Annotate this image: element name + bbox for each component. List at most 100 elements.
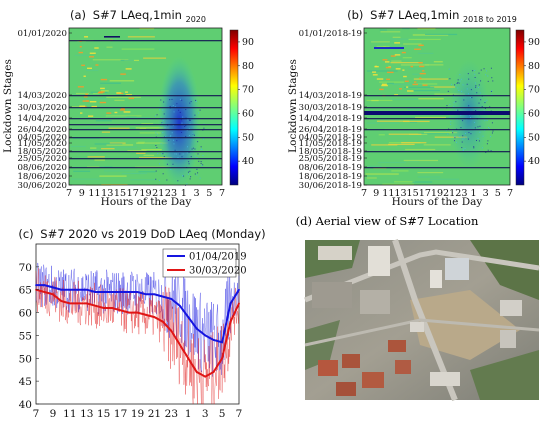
- y-tick-label: 70: [19, 262, 32, 274]
- heatmap-b-colorbar: [515, 29, 525, 186]
- series-point: [85, 302, 88, 305]
- y-tick-label: 65: [19, 285, 32, 297]
- x-tick-label: 21: [443, 188, 455, 199]
- y-tick-label: 01/01/2020: [17, 29, 67, 39]
- series-point: [35, 284, 37, 287]
- x-tick-label: 13: [394, 188, 406, 199]
- series-point: [77, 302, 80, 305]
- aerial-photo: [304, 239, 540, 402]
- y-tick-label: 04/05/2020: [17, 133, 67, 143]
- heatmap-a-title-sub: 2020: [186, 15, 206, 24]
- y-tick-label: 14/04/2018-19: [299, 114, 362, 124]
- series-point: [68, 302, 71, 305]
- colorbar-tick-label: 70: [528, 85, 540, 96]
- y-tick-label: 11/05/2018-19: [299, 139, 362, 149]
- x-tick-label: 11: [382, 188, 394, 199]
- heatmap-a-y-ticks: 01/01/2020 14/03/2020 30/03/202014/04/2020…: [17, 29, 72, 191]
- y-tick-label: 30/03/2018-19: [299, 103, 362, 113]
- series-point: [52, 286, 54, 289]
- series-point: [178, 304, 181, 307]
- x-tick-label: 19: [431, 188, 443, 199]
- series-point: [85, 288, 88, 291]
- series-point: [128, 311, 130, 314]
- y-tick-label: 14/03/2018-19: [299, 91, 362, 101]
- colorbar-tick-label: 80: [528, 61, 540, 72]
- heatmap-a-x-ticks: 7 9 11 13 15 17 19 21 23 1 3 5 7: [66, 188, 225, 199]
- line-chart-c-title: (c) S#7 2020 vs 2019 DoD LAeq (Monday): [18, 227, 265, 241]
- x-tick-label: 7: [219, 188, 225, 199]
- x-tick-label: 1: [181, 188, 187, 199]
- heatmap-a-title-main: S#7 LAeq,1min: [93, 8, 182, 22]
- heatmap-b-border: [363, 27, 511, 186]
- x-tick-label: 21: [148, 408, 161, 420]
- y-tick-label: 30/06/2018-19: [299, 181, 362, 191]
- series-point: [145, 293, 147, 296]
- y-tick-label: 18/06/2020: [17, 172, 67, 182]
- x-tick-label: 3: [202, 408, 209, 420]
- x-tick-label: 7: [33, 408, 40, 420]
- heatmap-a-colorbar: [229, 29, 239, 186]
- heatmap-b-title: (b) S#7 LAeq,1min 2018 to 2019: [347, 8, 517, 24]
- colorbar-tick-label: 60: [242, 108, 254, 119]
- y-tick-label: 08/06/2020: [17, 163, 67, 173]
- heatmap-b-y-ticks: 01/01/2018-1914/03/2018-1930/03/2018-191…: [299, 29, 367, 191]
- heatmap-a-title-panel: (a): [70, 8, 86, 22]
- series-point: [60, 300, 63, 303]
- series-point: [195, 371, 198, 373]
- series-point: [153, 316, 156, 319]
- series-point: [119, 309, 122, 312]
- heatmap-a-colorbar-ticks: 40 50 60 70 80 90: [238, 37, 254, 167]
- y-tick-label: 55: [19, 330, 32, 342]
- series-point: [111, 307, 114, 309]
- heatmap-b-title-main: S#7 LAeq,1min: [370, 8, 459, 22]
- series-point: [204, 334, 207, 337]
- x-tick-label: 1: [470, 188, 476, 199]
- colorbar-tick-label: 60: [528, 108, 540, 119]
- series-point: [195, 327, 198, 330]
- legend-label-2019: 01/04/2019: [189, 252, 247, 263]
- x-tick-label: 11: [88, 188, 100, 199]
- x-tick-label: 23: [165, 188, 177, 199]
- line-chart-c-title-main: S#7 2020 vs 2019 DoD LAeq (Monday): [40, 227, 265, 241]
- series-point: [221, 357, 223, 360]
- x-tick-label: 13: [101, 188, 113, 199]
- x-tick-label: 19: [131, 408, 144, 420]
- series-point: [187, 316, 190, 319]
- series-point: [119, 291, 122, 293]
- y-tick-label: 04/05/2018-19: [299, 133, 362, 143]
- x-tick-label: 3: [483, 188, 489, 199]
- y-tick-label: 18/05/2020: [17, 147, 67, 157]
- series-point: [102, 307, 105, 309]
- series-point: [161, 320, 164, 323]
- series-point: [229, 320, 232, 323]
- y-tick-label: 30/06/2020: [17, 181, 67, 191]
- aerial-view-caption: (d) Aerial view of S#7 Location: [296, 214, 479, 228]
- series-point: [221, 341, 223, 344]
- heatmap-b: (b) S#7 LAeq,1min 2018 to 2019 01/01/201…: [287, 8, 540, 208]
- colorbar-tick-label: 50: [528, 132, 540, 143]
- series-point: [60, 288, 63, 291]
- y-tick-label: 01/01/2018-19: [299, 29, 362, 39]
- series-point: [77, 288, 80, 291]
- y-tick-label: 50: [19, 353, 32, 365]
- colorbar-tick-label: 90: [242, 37, 254, 48]
- y-tick-label: 18/06/2018-19: [299, 172, 362, 182]
- series-point: [238, 302, 240, 305]
- heatmap-b-title-panel: (b): [347, 8, 363, 22]
- line-chart-c: (c) S#7 2020 vs 2019 DoD LAeq (Monday) 4…: [18, 227, 265, 420]
- y-tick-label: 25/05/2018-19: [299, 154, 362, 164]
- x-tick-label: 9: [373, 188, 379, 199]
- series-point: [136, 311, 139, 314]
- x-tick-label: 17: [114, 408, 127, 420]
- heatmap-a-border: [68, 27, 223, 186]
- line-chart-c-y-ticks: 40 45 50 55 60 65 70: [19, 262, 39, 411]
- series-point: [229, 302, 232, 305]
- y-tick-label: 11/05/2020: [17, 139, 67, 149]
- series-point: [68, 288, 71, 291]
- y-tick-label: 14/04/2020: [17, 114, 67, 124]
- series-point: [178, 343, 181, 346]
- x-tick-label: 9: [79, 188, 85, 199]
- y-tick-label: 60: [19, 308, 32, 320]
- series-point: [136, 291, 139, 293]
